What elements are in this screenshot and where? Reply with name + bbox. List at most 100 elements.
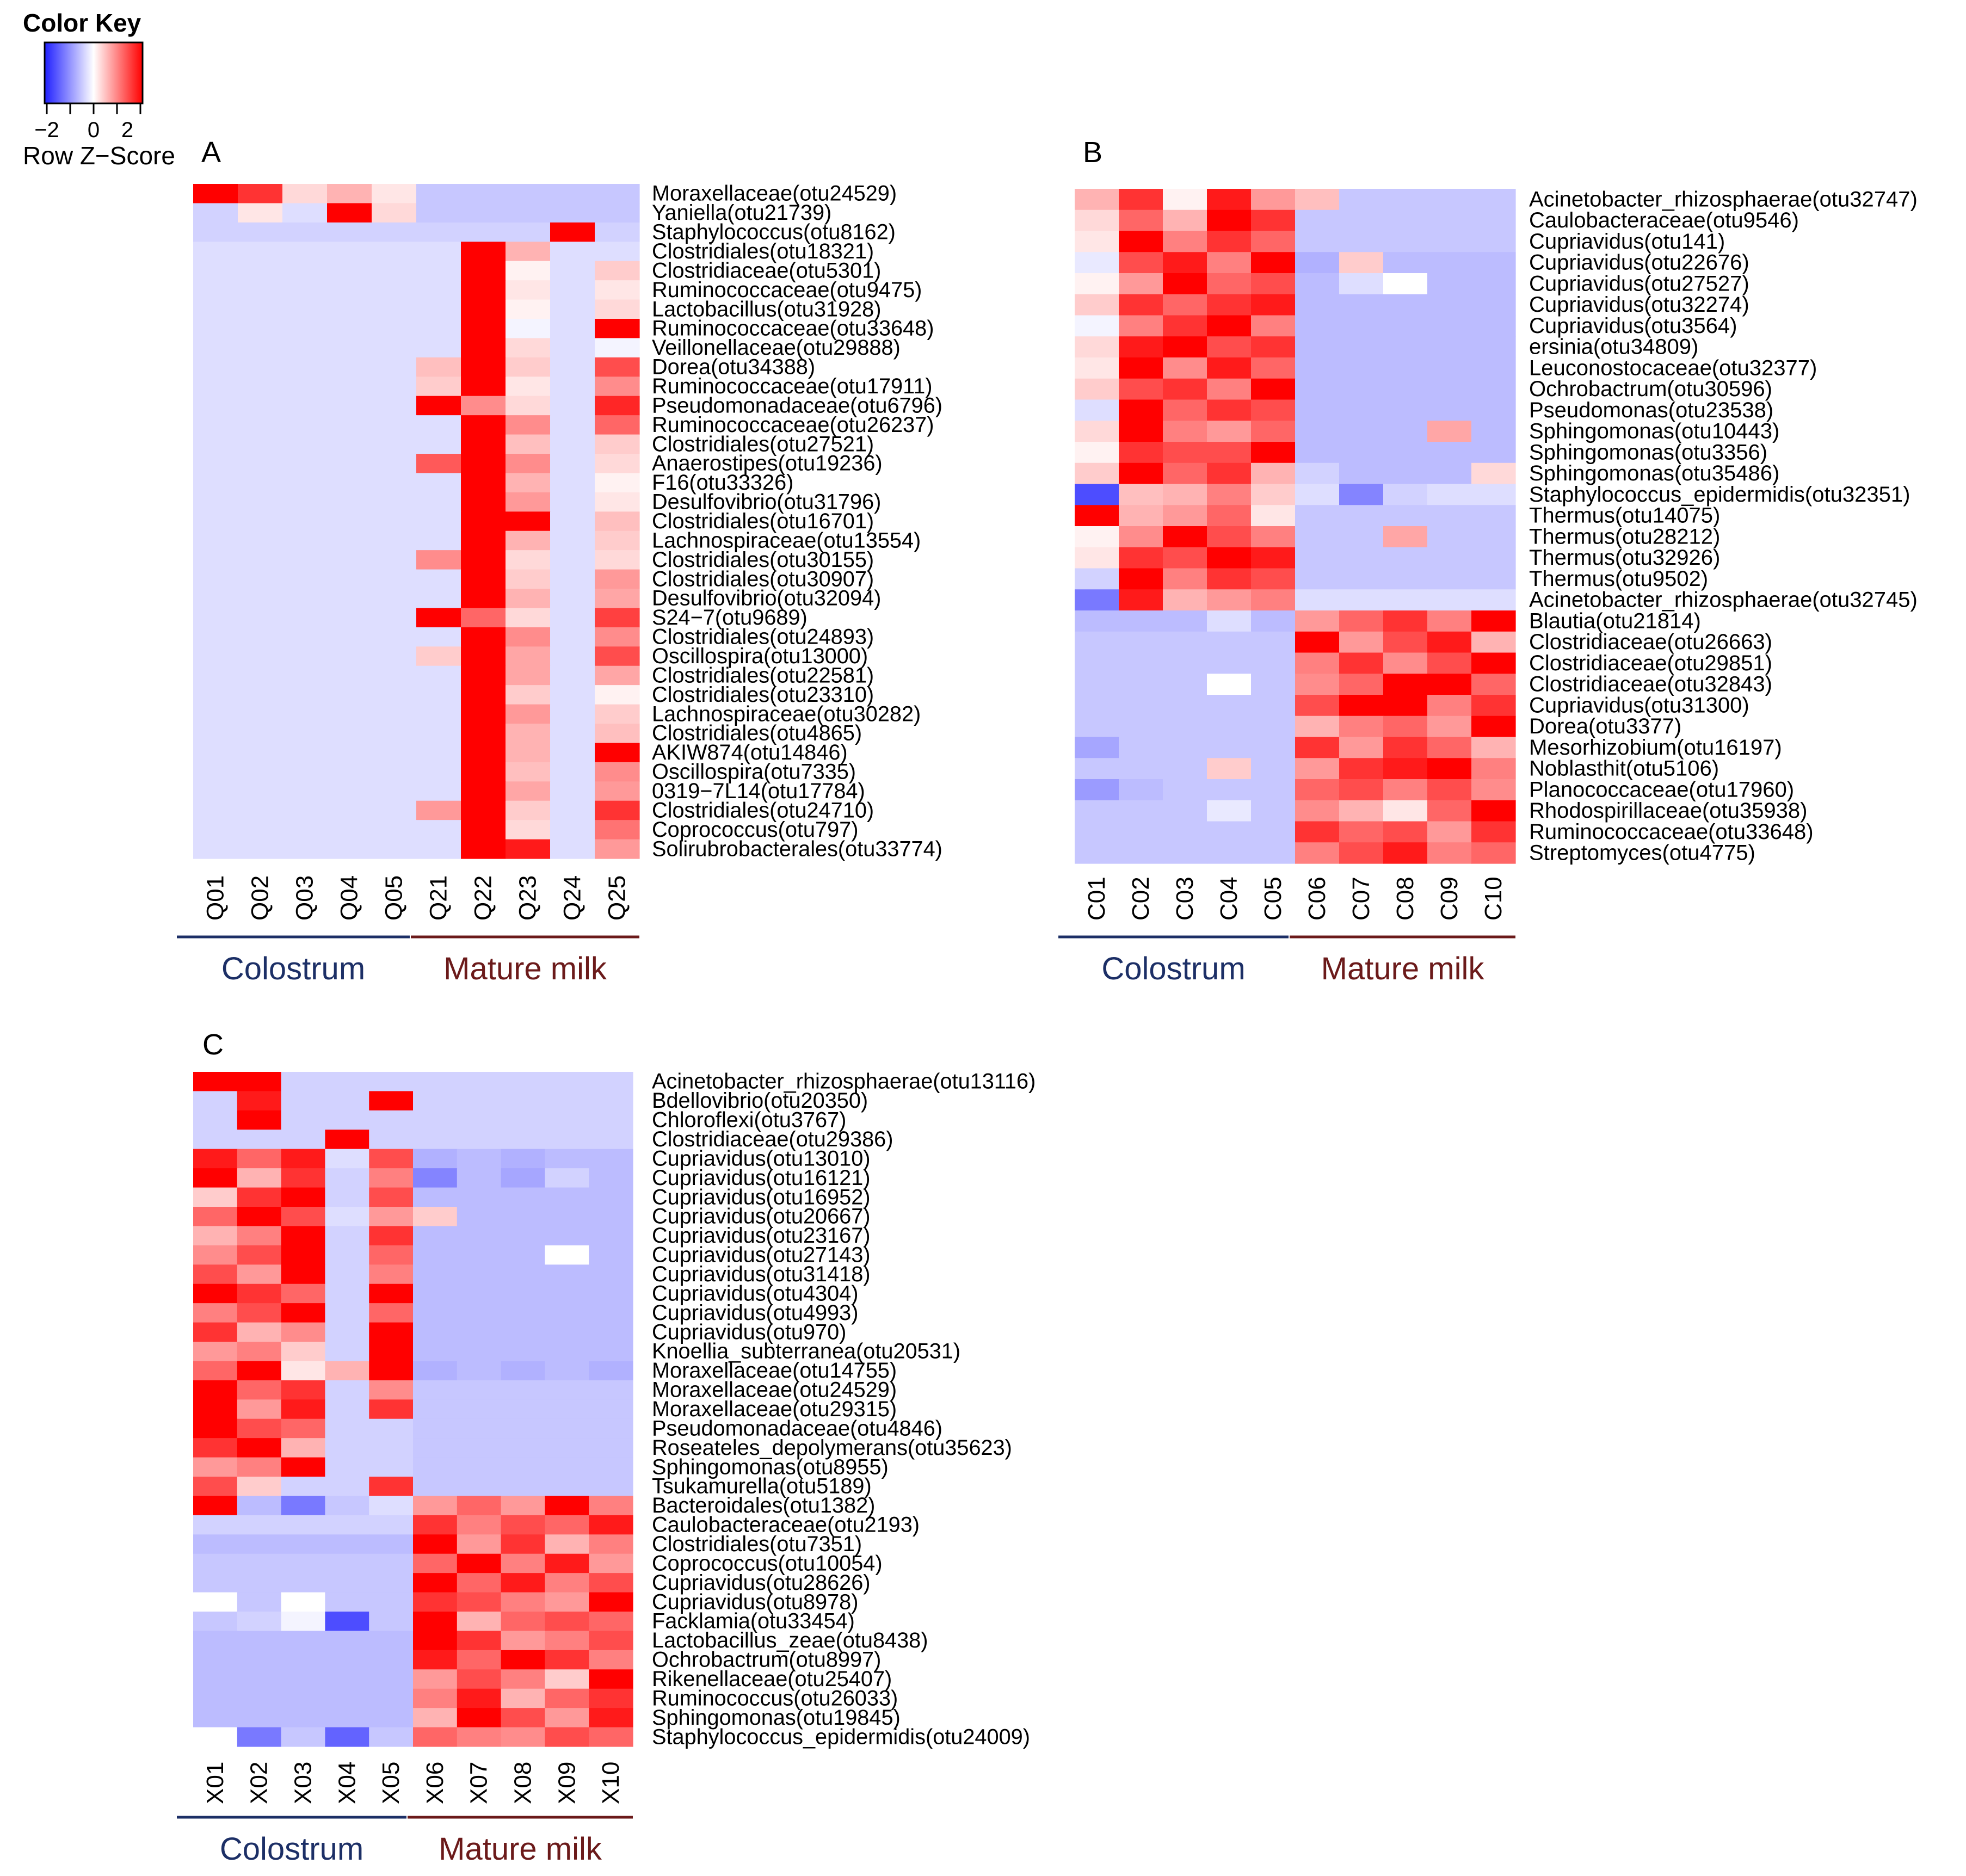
heatmap-cell bbox=[589, 1245, 633, 1265]
heatmap-cell bbox=[1075, 462, 1119, 485]
heatmap-cell bbox=[325, 1168, 369, 1188]
heatmap-cell bbox=[325, 1149, 369, 1169]
heatmap-cell bbox=[461, 608, 506, 628]
heatmap-cell bbox=[372, 396, 417, 416]
heatmap-cell bbox=[545, 1110, 589, 1130]
heatmap-cell bbox=[501, 1149, 545, 1169]
heatmap-cell bbox=[282, 820, 328, 840]
heatmap-cell bbox=[1339, 737, 1384, 758]
heatmap-cell bbox=[1251, 800, 1296, 822]
heatmap-cell bbox=[369, 1477, 414, 1497]
heatmap-cell bbox=[595, 646, 640, 667]
heatmap-cells bbox=[1075, 189, 1516, 864]
row-label: Clostridiales(otu7351) bbox=[652, 1532, 862, 1556]
heatmap-cell bbox=[1339, 189, 1384, 211]
heatmap-cell bbox=[1163, 421, 1207, 442]
heatmap-cell bbox=[550, 261, 595, 281]
heatmap-cell bbox=[461, 338, 506, 358]
row-label: Cupriavidus(otu970) bbox=[652, 1320, 846, 1344]
heatmap-cell bbox=[327, 357, 372, 377]
heatmap-cell bbox=[1427, 294, 1472, 316]
heatmap-cell bbox=[325, 1399, 369, 1420]
heatmap-cell bbox=[238, 261, 283, 281]
heatmap-cell bbox=[1339, 526, 1384, 548]
heatmap-cell bbox=[457, 1477, 502, 1497]
heatmap-cell bbox=[1119, 231, 1163, 252]
heatmap-cell bbox=[1295, 821, 1340, 843]
heatmap-cell bbox=[1471, 442, 1516, 464]
heatmap-cell bbox=[1339, 315, 1384, 337]
heatmap-cell bbox=[1295, 652, 1340, 674]
column-label: X02 bbox=[246, 1762, 273, 1804]
heatmap-cell bbox=[1075, 715, 1119, 738]
heatmap-cell bbox=[1163, 715, 1207, 738]
heatmap-cell bbox=[1163, 568, 1207, 590]
heatmap-cell bbox=[589, 1149, 633, 1169]
heatmap-cell bbox=[1383, 209, 1428, 232]
heatmap-cell bbox=[457, 1515, 502, 1535]
heatmap-cell bbox=[193, 1708, 238, 1728]
heatmap-cell bbox=[237, 1688, 282, 1708]
heatmap-cell bbox=[327, 627, 372, 647]
heatmap-cell bbox=[1119, 294, 1163, 316]
heatmap-cell bbox=[1119, 715, 1163, 738]
heatmap-cell bbox=[1471, 758, 1516, 780]
heatmap-cell bbox=[413, 1207, 458, 1227]
heatmap-cell bbox=[416, 762, 461, 782]
row-label: Caulobacteraceae(otu2193) bbox=[652, 1513, 920, 1537]
heatmap-cell bbox=[589, 1168, 633, 1188]
column-label: C05 bbox=[1260, 877, 1286, 921]
row-label: Ruminococcaceae(otu33648) bbox=[652, 317, 934, 341]
heatmap-cell bbox=[501, 1264, 545, 1285]
row-label: Lactobacillus_zeae(otu8438) bbox=[652, 1628, 928, 1652]
heatmap-cell bbox=[1163, 842, 1207, 864]
heatmap-cell bbox=[550, 222, 595, 242]
heatmap-cell bbox=[238, 704, 283, 724]
heatmap-cell bbox=[193, 1072, 238, 1092]
heatmap-cell bbox=[550, 704, 595, 724]
heatmap-cell bbox=[372, 724, 417, 744]
row-label: Clostridiales(otu30155) bbox=[652, 548, 874, 572]
heatmap-cell bbox=[595, 222, 640, 242]
heatmap-cell bbox=[327, 280, 372, 300]
heatmap-cell bbox=[595, 396, 640, 416]
heatmap-cell bbox=[1295, 336, 1340, 358]
heatmap-cell bbox=[325, 1438, 369, 1458]
heatmap-cell bbox=[1427, 442, 1472, 464]
heatmap-cell bbox=[372, 415, 417, 435]
heatmap-cell bbox=[325, 1592, 369, 1612]
row-label: Roseateles_depolymerans(otu35623) bbox=[652, 1436, 1012, 1460]
heatmap-cell bbox=[461, 800, 506, 820]
heatmap-cell bbox=[1251, 273, 1296, 295]
heatmap-cell bbox=[238, 800, 283, 820]
heatmap-cell bbox=[1295, 610, 1340, 632]
heatmap-cell bbox=[589, 1091, 633, 1111]
heatmap-cell bbox=[545, 1072, 589, 1092]
column-label: Q25 bbox=[604, 875, 631, 921]
heatmap-cell bbox=[1207, 821, 1252, 843]
heatmap-cell bbox=[1075, 737, 1119, 758]
heatmap-cell bbox=[237, 1612, 282, 1632]
heatmap-cell bbox=[193, 1688, 238, 1708]
heatmap-cell bbox=[1251, 399, 1296, 421]
heatmap-cell bbox=[237, 1322, 282, 1342]
heatmap-cell bbox=[1207, 273, 1252, 295]
heatmap-cell bbox=[457, 1399, 502, 1420]
heatmap-cell bbox=[457, 1110, 502, 1130]
heatmap-cell bbox=[1383, 610, 1428, 632]
row-label: Clostridiales(otu18321) bbox=[652, 239, 874, 263]
heatmap-cell bbox=[1295, 631, 1340, 653]
row-label: Thermus(otu14075) bbox=[1529, 504, 1720, 528]
heatmap-cell bbox=[1339, 442, 1384, 464]
heatmap-cell bbox=[1207, 758, 1252, 780]
heatmap-cell bbox=[1119, 758, 1163, 780]
heatmap-cell bbox=[550, 434, 595, 454]
heatmap-cell bbox=[545, 1553, 589, 1573]
heatmap-cell bbox=[595, 357, 640, 377]
heatmap-cell bbox=[1251, 336, 1296, 358]
heatmap-cell bbox=[193, 184, 238, 204]
heatmap-cell bbox=[369, 1650, 414, 1670]
heatmap-cell bbox=[237, 1708, 282, 1728]
heatmap-cell bbox=[193, 839, 238, 859]
heatmap-cell bbox=[369, 1438, 414, 1458]
